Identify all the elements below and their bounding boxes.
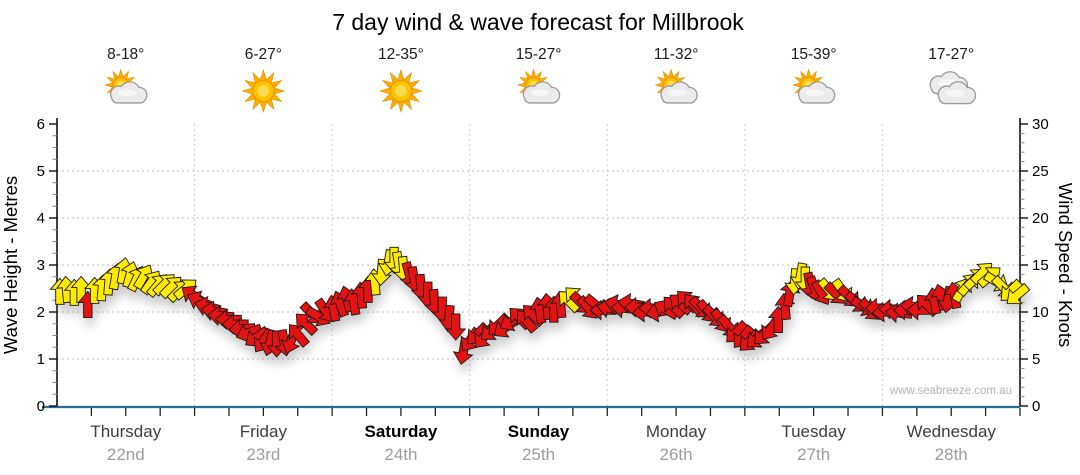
- day-name: Wednesday: [906, 422, 996, 441]
- day-date: 28th: [935, 445, 968, 464]
- weather-icon-sun-cloud: [104, 68, 148, 104]
- watermark: www.seabreeze.com.au: [889, 385, 1012, 397]
- day-name: Sunday: [508, 422, 570, 441]
- day-temp-range: 15-27°: [516, 46, 562, 63]
- axis-ticks: [49, 123, 1028, 416]
- day-temp-range: 8-18°: [107, 46, 144, 63]
- day-temp-range: 15-39°: [791, 46, 837, 63]
- right-axis-tick-label: 25: [1032, 163, 1049, 180]
- wind-arrow: [1006, 282, 1031, 305]
- weather-icon-sun: [378, 68, 423, 114]
- right-axis-tick-label: 5: [1032, 351, 1040, 368]
- right-axis-title: Wind Speed - Knots: [1055, 183, 1076, 348]
- left-axis-tick-label: 5: [37, 163, 45, 180]
- day-labels: Thursday 22nd Friday 23rd Saturday 24th Sunday…: [90, 422, 996, 464]
- day-temperatures: 8-18° 6-27° 12-35° 15-27° 11-32° 15-39° 17-27°: [107, 46, 974, 63]
- cloud-shape: [797, 81, 836, 104]
- day-name: Thursday: [90, 422, 161, 441]
- weather-icon-clouds: [929, 71, 977, 105]
- right-axis-tick-label: 10: [1032, 304, 1049, 321]
- cloud-shape: [937, 81, 977, 105]
- wind-arrow: [445, 313, 467, 341]
- sun-highlight: [257, 85, 270, 97]
- day-date: 24th: [384, 445, 417, 464]
- day-temp-range: 11-32°: [654, 46, 699, 63]
- day-date: 25th: [522, 445, 555, 464]
- cloud-highlight: [945, 89, 965, 97]
- day-temp-range: 17-27°: [928, 46, 974, 63]
- left-axis-tick-label: 1: [37, 351, 45, 368]
- day-date: 22nd: [107, 445, 145, 464]
- cloud-shape: [110, 81, 148, 104]
- cloud-shape: [660, 81, 698, 104]
- cloud-highlight: [530, 89, 550, 97]
- left-axis-tick-label: 3: [37, 257, 45, 274]
- right-axis-tick-label: 30: [1032, 116, 1049, 133]
- wind-arrow-series: [49, 246, 1031, 365]
- wind-arrow: [288, 324, 311, 348]
- weather-icons: [104, 68, 977, 114]
- day-date: 26th: [660, 445, 693, 464]
- weather-icon-sun-cloud: [654, 68, 698, 104]
- day-temp-range: 12-35°: [378, 46, 424, 63]
- day-date: 23rd: [246, 445, 280, 464]
- right-axis-tick-label: 0: [1032, 398, 1040, 415]
- cloud-highlight: [117, 89, 137, 97]
- left-axis-tick-label: 4: [37, 210, 45, 227]
- weather-icon-sun: [241, 68, 286, 114]
- weather-icon-sun-cloud: [792, 68, 836, 104]
- right-axis-tick-label: 20: [1032, 210, 1049, 227]
- sun-highlight: [395, 85, 407, 97]
- left-axis-tick-label: 2: [37, 304, 45, 321]
- cloud-shape: [522, 81, 561, 104]
- left-axis-tick-label: 6: [37, 116, 45, 133]
- cloud-highlight: [668, 89, 687, 97]
- axis-lines: [42, 118, 1021, 409]
- weather-icon-sun-cloud: [516, 68, 561, 104]
- day-name: Saturday: [365, 422, 438, 441]
- right-axis-tick-label: 15: [1032, 257, 1049, 274]
- day-name: Tuesday: [781, 422, 846, 441]
- gridlines: [57, 124, 1020, 406]
- left-axis-title: Wave Height - Metres: [0, 176, 21, 354]
- cloud-highlight: [805, 89, 825, 97]
- left-axis-tick-label: 0: [37, 398, 45, 415]
- day-date: 27th: [797, 445, 830, 464]
- day-name: Friday: [240, 422, 288, 441]
- day-name: Monday: [646, 422, 707, 441]
- axis-tick-labels: 0 1 2 3 4 5 6 0 5 10 15 20 25 30: [37, 116, 1049, 415]
- day-temp-range: 6-27°: [245, 46, 282, 63]
- page-title: 7 day wind & wave forecast for Millbrook: [332, 9, 744, 35]
